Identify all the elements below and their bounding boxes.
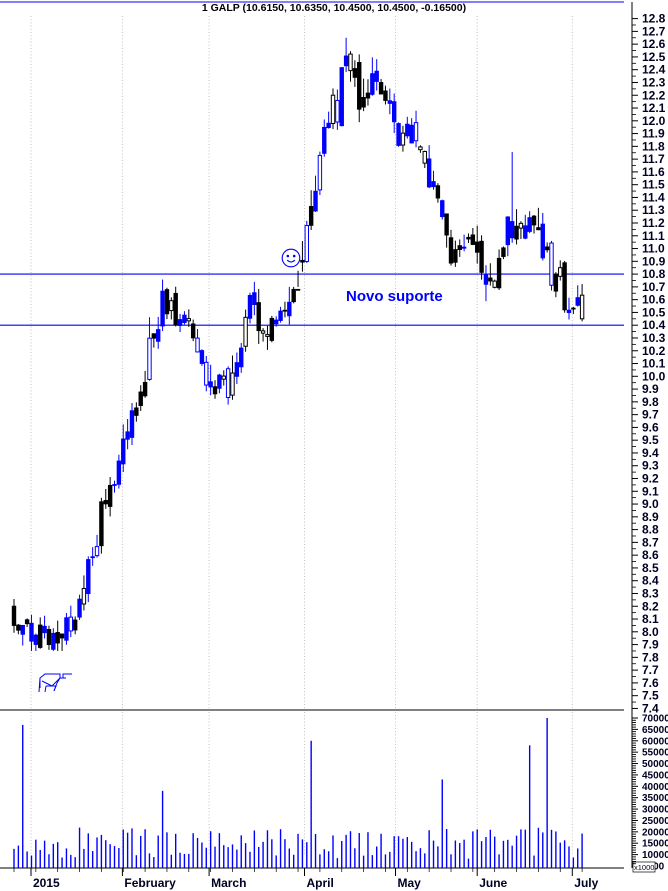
- svg-text:20000: 20000: [642, 827, 668, 838]
- svg-text:15000: 15000: [642, 839, 668, 850]
- svg-text:55000: 55000: [642, 748, 668, 759]
- svg-text:1 GALP (10.6150, 10.6350, 10.4: 1 GALP (10.6150, 10.6350, 10.4500, 10.45…: [202, 2, 466, 14]
- svg-text:2015: 2015: [33, 876, 60, 890]
- svg-text:10000: 10000: [642, 850, 668, 861]
- svg-text:June: June: [479, 876, 507, 890]
- svg-text:30000: 30000: [642, 805, 668, 816]
- svg-text:40000: 40000: [642, 782, 668, 793]
- svg-text:x1000: x1000: [634, 863, 654, 872]
- svg-text:60000: 60000: [642, 736, 668, 747]
- svg-text:March: March: [211, 876, 246, 890]
- svg-text:February: February: [124, 876, 176, 890]
- svg-text:35000: 35000: [642, 793, 668, 804]
- svg-text:50000: 50000: [642, 759, 668, 770]
- svg-text:July: July: [574, 876, 598, 890]
- svg-text:Novo suporte: Novo suporte: [346, 288, 443, 305]
- svg-text:45000: 45000: [642, 770, 668, 781]
- svg-text:65000: 65000: [642, 725, 668, 736]
- svg-text:25000: 25000: [642, 816, 668, 827]
- svg-text:May: May: [398, 876, 422, 890]
- svg-text:April: April: [307, 876, 334, 890]
- svg-text:70000: 70000: [642, 714, 668, 725]
